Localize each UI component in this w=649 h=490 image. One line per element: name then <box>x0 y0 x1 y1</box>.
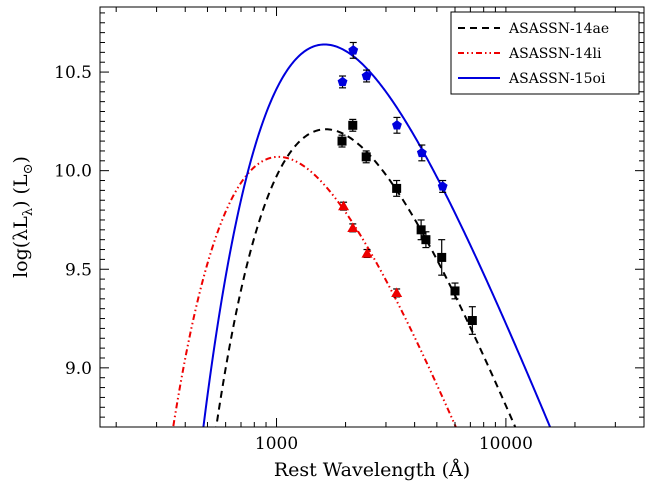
series-curve <box>215 128 517 427</box>
data-point <box>416 144 427 162</box>
pentagon-marker <box>437 181 448 191</box>
triangle-marker <box>391 287 403 298</box>
data-point <box>392 179 402 197</box>
legend: ASASSN-14ae ASASSN-14li ASASSN-15oi <box>450 11 640 95</box>
data-point <box>361 150 371 164</box>
y-axis-label-unit-sub: ⊙ <box>21 164 36 175</box>
data-point <box>391 287 403 298</box>
legend-label: ASASSN-14li <box>508 46 602 62</box>
square-marker <box>392 183 402 193</box>
data-point <box>361 69 372 83</box>
x-tick-label: 1000 <box>255 434 298 454</box>
y-tick-label: 9.0 <box>65 359 92 379</box>
x-axis-label: Rest Wavelength (Å) <box>274 459 470 481</box>
square-marker <box>337 136 347 146</box>
data-point <box>437 179 448 193</box>
pentagon-marker <box>337 76 348 87</box>
y-tick-label: 10.0 <box>54 162 92 182</box>
data-point <box>348 41 359 59</box>
plot-frame <box>99 6 645 428</box>
series-curve <box>202 43 552 427</box>
pentagon-marker <box>392 120 402 130</box>
data-point <box>361 247 373 259</box>
data-point <box>337 134 347 148</box>
legend-label: ASASSN-14ae <box>508 21 609 37</box>
square-marker <box>437 252 447 262</box>
triangle-marker <box>347 222 359 232</box>
data-point <box>392 116 402 134</box>
model-curves <box>172 43 552 427</box>
data-point <box>421 231 431 249</box>
data-point <box>437 239 447 276</box>
y-axis-label-sub: λ <box>21 208 36 216</box>
series-curve <box>172 155 457 427</box>
square-marker <box>416 225 426 235</box>
y-axis-label-main: log(λL <box>10 216 32 278</box>
data-point <box>450 282 460 300</box>
square-marker <box>467 316 477 326</box>
square-marker <box>421 235 431 245</box>
pentagon-marker <box>416 147 427 158</box>
y-tick-label: 10.5 <box>54 63 92 83</box>
triangle-marker <box>338 200 350 211</box>
data-point <box>348 118 358 132</box>
data-point <box>338 200 350 211</box>
pentagon-marker <box>348 45 359 55</box>
legend-box <box>450 11 640 95</box>
y-axis-label-unit: ) (L <box>10 174 32 208</box>
axis-ticks: 1000 10000 9.0 9.5 10.0 10.5 <box>54 7 645 454</box>
square-marker <box>348 120 358 130</box>
legend-label: ASASSN-15oi <box>508 71 606 87</box>
square-marker <box>450 286 460 296</box>
triangle-marker <box>361 247 373 258</box>
data-points <box>337 41 477 335</box>
pentagon-marker <box>361 70 372 81</box>
x-tick-label: 10000 <box>479 434 533 454</box>
data-point <box>337 75 348 89</box>
svg-text:log(λLλ) (L⊙): log(λLλ) (L⊙) <box>10 156 36 278</box>
y-tick-label: 9.5 <box>65 260 92 280</box>
data-point <box>347 222 359 233</box>
data-point <box>467 306 477 335</box>
y-axis-label-end: ) <box>10 156 32 163</box>
y-axis-label: log(λLλ) (L⊙) <box>10 156 36 278</box>
square-marker <box>361 152 371 162</box>
